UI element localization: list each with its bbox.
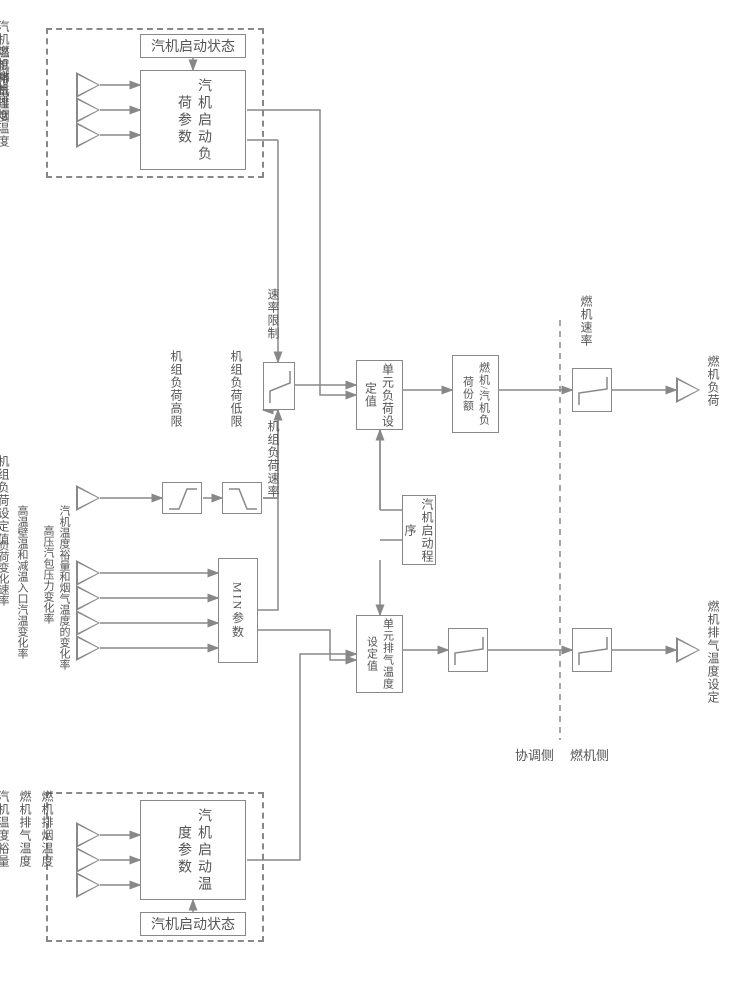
hi-limiter: [162, 482, 202, 514]
min-box: MIN参数: [218, 558, 258, 663]
gt-rate-limiter-bot: [572, 628, 612, 672]
bot-params-text: 汽机启动温度参数: [173, 801, 213, 899]
tri-unit-setpoint: [76, 485, 100, 511]
tri-top-in3: [76, 122, 100, 148]
top-params-text: 汽机启动负荷参数: [173, 71, 213, 169]
lbl-gt-rate: 燃机速率: [578, 295, 595, 347]
lbl-gt-side: 燃机侧: [570, 745, 609, 764]
startup-prog-text: 汽机启动程序: [402, 496, 436, 564]
min-text: MIN参数: [230, 582, 247, 639]
bot-status-text: 汽机启动状态: [151, 914, 235, 934]
tri-bot-in1: [76, 822, 100, 848]
ratio-text: 燃机/汽机负荷份额: [460, 356, 492, 432]
lbl-hi: 机组负荷高限: [168, 350, 185, 428]
unit-load-set-box: 单元负荷设定值: [356, 360, 403, 430]
top-status-text: 汽机启动状态: [151, 36, 235, 56]
gt-rate-limiter-top: [572, 368, 612, 412]
top-params-box: 汽机启动负荷参数: [140, 70, 246, 170]
tri-min4: [76, 635, 100, 661]
rate-limiter: [263, 362, 295, 410]
lm2: 高温壁温和减温入口汽温变化率: [14, 505, 30, 659]
tri-top-in2: [76, 97, 100, 123]
lm3: 高压汽包压力变化率: [40, 525, 56, 624]
unit-load-set-text: 单元负荷设定值: [363, 361, 397, 429]
lm1: 负荷变化速率: [0, 540, 11, 606]
tri-bot-in2: [76, 847, 100, 873]
unit-exh-set-box: 单元排气温度设定值: [356, 615, 403, 693]
bot-params-box: 汽机启动温度参数: [140, 800, 246, 900]
lbl-out-top: 燃机负荷: [705, 355, 722, 407]
lbl-rate-limit: 速率限制: [265, 288, 282, 340]
tri-min1: [76, 560, 100, 586]
lo-limiter: [222, 482, 262, 514]
temp-set-limiter: [448, 628, 488, 672]
lm4: 汽机温度裕量和烟气温度的变化率: [56, 505, 72, 670]
lbl-coord-side: 协调侧: [515, 745, 554, 764]
tri-min3: [76, 610, 100, 636]
lbl-out-bot: 燃机排气温度设定: [705, 600, 722, 704]
tri-top-in1: [76, 72, 100, 98]
bi2: 燃机排气温度: [17, 790, 34, 868]
unit-exh-set-text: 单元排气温度设定值: [364, 616, 396, 692]
lbl-unit-setpoint: 机组负荷设定值: [0, 455, 12, 546]
bot-status-box: 汽机启动状态: [140, 912, 246, 936]
top-status-box: 汽机启动状态: [140, 34, 246, 58]
tri-out-top: [676, 377, 700, 403]
tri-min2: [76, 585, 100, 611]
ratio-box: 燃机/汽机负荷份额: [452, 355, 499, 433]
lbl-unit-load-rate: 机组负荷速率: [265, 420, 282, 498]
ti3: 燃机排烟温度: [0, 70, 12, 148]
lbl-lo: 机组负荷低限: [228, 350, 245, 428]
tri-bot-in3: [76, 872, 100, 898]
bi1: 汽机温度裕量: [0, 790, 12, 868]
bi3: 燃机排烟温度: [39, 790, 56, 868]
tri-out-bot: [676, 637, 700, 663]
startup-prog-box: 汽机启动程序: [402, 495, 436, 565]
